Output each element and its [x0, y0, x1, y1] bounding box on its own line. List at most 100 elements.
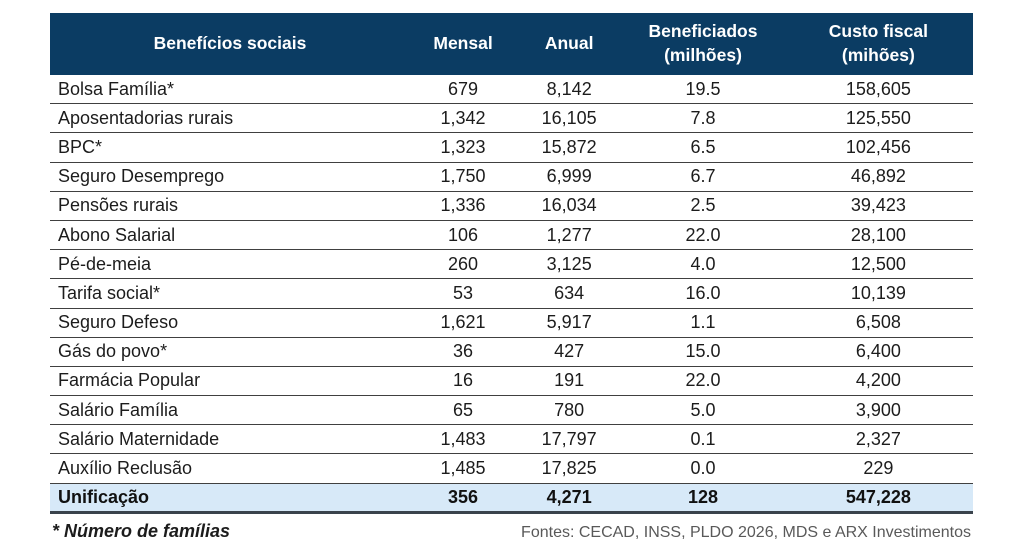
table-row: Seguro Defeso 1,621 5,917 1.1 6,508: [50, 308, 973, 338]
total-cell-custo-fiscal: 547,228: [783, 483, 973, 514]
cell-custo-fiscal: 10,139: [783, 278, 973, 309]
col-header-beneficiados: Beneficiados (milhões): [622, 13, 784, 75]
total-cell-mensal: 356: [409, 483, 517, 514]
table-body: Bolsa Família* 679 8,142 19.5 158,605 Aposent…: [50, 75, 973, 484]
cell-name: Salário Família: [50, 395, 410, 426]
cell-mensal: 1,336: [409, 191, 517, 221]
table-row: Gás do povo* 36 427 15.0 6,400: [50, 337, 973, 367]
table-row: Tarifa social* 53 634 16.0 10,139: [50, 278, 973, 309]
table-row: Aposentadorias rurais 1,342 16,105 7.8 125,5…: [50, 103, 973, 134]
cell-anual: 191: [516, 366, 623, 397]
cell-anual: 1,277: [516, 220, 623, 251]
cell-beneficiados: 22.0: [622, 220, 784, 251]
cell-mensal: 1,750: [409, 162, 517, 192]
cell-name: Abono Salarial: [50, 220, 410, 251]
cell-anual: 8,142: [516, 75, 623, 105]
cell-beneficiados: 1.1: [622, 308, 784, 338]
total-cell-anual: 4,271: [516, 483, 623, 514]
table-row: Abono Salarial 106 1,277 22.0 28,100: [50, 220, 973, 251]
cell-mensal: 260: [409, 249, 517, 280]
cell-beneficiados: 4.0: [622, 249, 784, 280]
cell-anual: 6,999: [516, 162, 623, 192]
cell-anual: 780: [516, 395, 623, 426]
col-header-label: Benefícios sociais: [153, 33, 307, 54]
social-benefits-table: Benefícios sociais Mensal Anual Benefici…: [50, 13, 973, 514]
cell-custo-fiscal: 6,400: [783, 337, 973, 367]
cell-beneficiados: 16.0: [622, 278, 784, 309]
cell-anual: 3,125: [516, 249, 623, 280]
table-row: Salário Maternidade 1,483 17,797 0.1 2,327: [50, 424, 973, 455]
social-benefits-figure: Benefícios sociais Mensal Anual Benefici…: [50, 13, 973, 542]
col-header-label: Anual: [544, 33, 594, 54]
cell-name: Pé-de-meia: [50, 249, 410, 280]
cell-name: Tarifa social*: [50, 278, 410, 309]
figure-footer: * Número de famílias Fontes: CECAD, INSS…: [50, 521, 973, 542]
cell-custo-fiscal: 6,508: [783, 308, 973, 338]
cell-custo-fiscal: 102,456: [783, 132, 973, 163]
col-header-custo-fiscal: Custo fiscal (mihões): [783, 13, 973, 75]
sources: Fontes: CECAD, INSS, PLDO 2026, MDS e AR…: [521, 523, 971, 541]
cell-beneficiados: 6.5: [622, 132, 784, 163]
cell-mensal: 16: [409, 366, 517, 397]
table-row: Auxílio Reclusão 1,485 17,825 0.0 229: [50, 453, 973, 484]
cell-anual: 17,825: [516, 453, 623, 484]
cell-beneficiados: 7.8: [622, 103, 784, 134]
cell-beneficiados: 22.0: [622, 366, 784, 397]
header-row: Benefícios sociais Mensal Anual Benefici…: [50, 13, 973, 75]
cell-custo-fiscal: 39,423: [783, 191, 973, 221]
col-header-label: Beneficiados: [648, 21, 758, 42]
cell-beneficiados: 5.0: [622, 395, 784, 426]
table-row: Seguro Desemprego 1,750 6,999 6.7 46,892: [50, 162, 973, 192]
cell-mensal: 1,483: [409, 424, 517, 455]
cell-custo-fiscal: 158,605: [783, 75, 973, 105]
cell-custo-fiscal: 28,100: [783, 220, 973, 251]
cell-name: BPC*: [50, 132, 410, 163]
cell-mensal: 679: [409, 75, 517, 105]
col-header-mensal: Mensal: [409, 13, 517, 75]
table-row: Salário Família 65 780 5.0 3,900: [50, 395, 973, 426]
total-row-name: Unificação: [50, 483, 410, 514]
cell-beneficiados: 0.0: [622, 453, 784, 484]
cell-anual: 634: [516, 278, 623, 309]
total-cell-beneficiados: 128: [622, 483, 784, 514]
table-row: Bolsa Família* 679 8,142 19.5 158,605: [50, 75, 973, 105]
cell-custo-fiscal: 2,327: [783, 424, 973, 455]
col-header-anual: Anual: [516, 13, 623, 75]
cell-mensal: 1,485: [409, 453, 517, 484]
cell-custo-fiscal: 125,550: [783, 103, 973, 134]
col-header-label: Mensal: [433, 33, 493, 54]
cell-beneficiados: 19.5: [622, 75, 784, 105]
cell-name: Farmácia Popular: [50, 366, 410, 397]
col-header-label: Custo fiscal: [828, 21, 928, 42]
col-header-sublabel: (mihões): [841, 45, 915, 65]
cell-mensal: 106: [409, 220, 517, 251]
cell-beneficiados: 2.5: [622, 191, 784, 221]
cell-name: Seguro Desemprego: [50, 162, 410, 192]
cell-anual: 16,105: [516, 103, 623, 134]
cell-name: Seguro Defeso: [50, 308, 410, 338]
cell-custo-fiscal: 12,500: [783, 249, 973, 280]
cell-anual: 15,872: [516, 132, 623, 163]
cell-custo-fiscal: 3,900: [783, 395, 973, 426]
cell-mensal: 1,621: [409, 308, 517, 338]
cell-name: Aposentadorias rurais: [50, 103, 410, 134]
cell-name: Salário Maternidade: [50, 424, 410, 455]
footnote: * Número de famílias: [52, 520, 231, 541]
cell-name: Gás do povo*: [50, 337, 410, 367]
cell-name: Pensões rurais: [50, 191, 410, 221]
cell-beneficiados: 15.0: [622, 337, 784, 367]
cell-anual: 427: [516, 337, 623, 367]
cell-name: Auxílio Reclusão: [50, 453, 410, 484]
cell-mensal: 1,323: [409, 132, 517, 163]
cell-mensal: 53: [409, 278, 517, 309]
cell-beneficiados: 0.1: [622, 424, 784, 455]
cell-custo-fiscal: 4,200: [783, 366, 973, 397]
col-header-beneficios-sociais: Benefícios sociais: [50, 13, 410, 75]
cell-custo-fiscal: 229: [783, 453, 973, 484]
col-header-sublabel: (milhões): [664, 45, 742, 65]
total-row: Unificação 356 4,271 128 547,228: [50, 483, 973, 514]
cell-custo-fiscal: 46,892: [783, 162, 973, 192]
cell-mensal: 1,342: [409, 103, 517, 134]
cell-anual: 17,797: [516, 424, 623, 455]
